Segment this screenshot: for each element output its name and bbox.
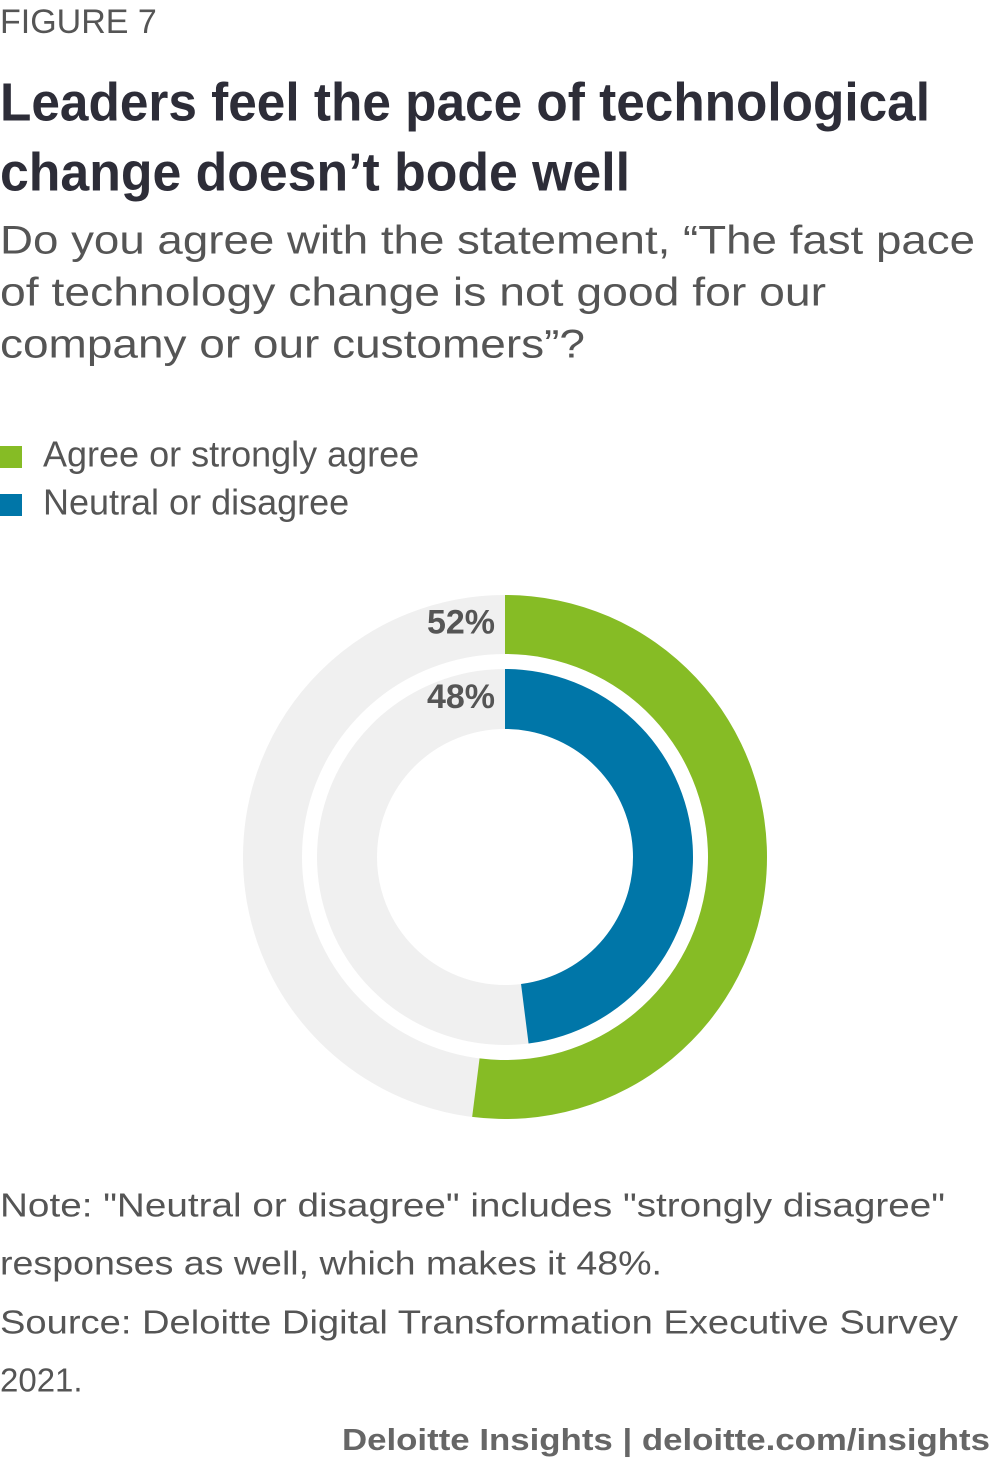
chart-title: Leaders feel the pace of technological bbox=[0, 72, 930, 132]
footer: Deloitte Insights | deloitte.com/insight… bbox=[342, 1422, 990, 1457]
subtitle: company or our customers”? bbox=[0, 323, 585, 367]
ring-arc bbox=[472, 595, 767, 1119]
subtitle: of technology change is not good for our bbox=[0, 271, 826, 315]
legend-label: Agree or strongly agree bbox=[43, 434, 419, 475]
chart-title: change doesn’t bode well bbox=[0, 142, 630, 202]
legend-swatch bbox=[0, 446, 22, 468]
note: responses as well, which makes it 48%. bbox=[0, 1245, 662, 1282]
note: Note: "Neutral or disagree" includes "st… bbox=[0, 1187, 945, 1224]
figure-label: FIGURE 7 bbox=[0, 3, 157, 41]
legend-swatch bbox=[0, 494, 22, 516]
subtitle: Do you agree with the statement, “The fa… bbox=[0, 219, 975, 263]
legend-label: Neutral or disagree bbox=[43, 482, 349, 523]
source: Source: Deloitte Digital Transformation … bbox=[0, 1304, 959, 1341]
data-label: 48% bbox=[427, 678, 495, 716]
source: 2021. bbox=[0, 1362, 83, 1399]
data-label: 52% bbox=[427, 603, 495, 641]
ring-arc bbox=[505, 669, 694, 1044]
